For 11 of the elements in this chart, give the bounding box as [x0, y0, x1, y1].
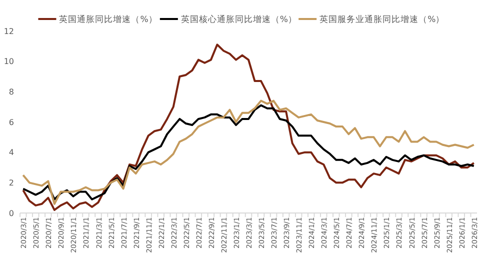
y-tick-label: 0 — [8, 208, 14, 218]
y-tick-label: 12 — [4, 26, 14, 36]
y-tick-label: 4 — [8, 148, 14, 158]
line-series — [22, 44, 475, 211]
legend-label: 英国通胀同比增速（%） — [59, 14, 158, 25]
legend-label: 英国服务业通胀同比增速（%） — [320, 14, 445, 25]
y-tick-label: 10 — [4, 57, 14, 66]
legend-label: 英国核心通胀同比增速（%） — [180, 14, 297, 25]
y-tick-label: 2 — [8, 178, 14, 188]
y-tick-label: 8 — [8, 87, 14, 96]
y-tick-label: 6 — [8, 118, 14, 127]
